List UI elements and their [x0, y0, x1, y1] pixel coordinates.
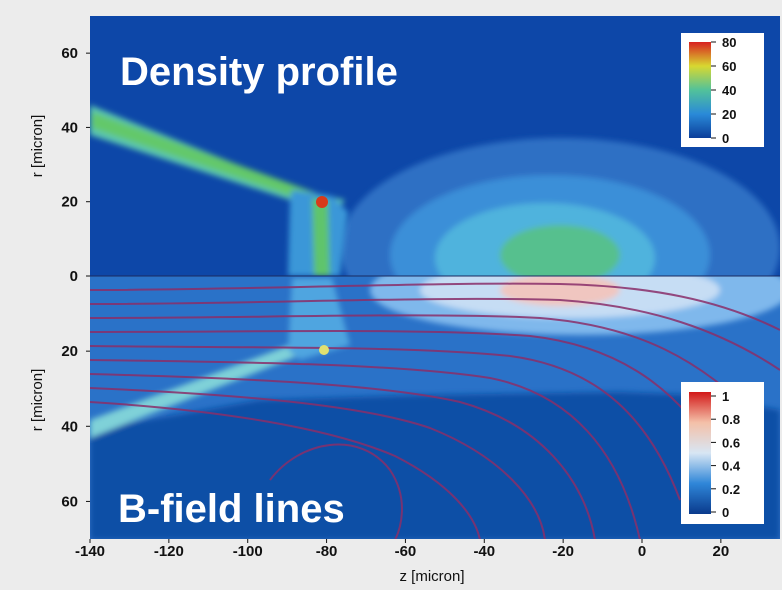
colorbar-tick-label: 40 — [722, 83, 736, 98]
x-axis-ticks: -140 -120 -100 -80 -60 -40 -20 0 20 — [75, 539, 729, 560]
x-tick-label: -100 — [233, 543, 263, 560]
y-tick-label-bottom: 60 — [61, 493, 78, 510]
x-tick-label: -20 — [552, 543, 574, 560]
y-tick-label-top: 20 — [61, 194, 78, 211]
density-colorbar: 80 60 40 20 0 — [681, 33, 764, 147]
colorbar-tick-label: 0 — [722, 505, 729, 520]
x-tick-label: -120 — [154, 543, 184, 560]
density-title: Density profile — [120, 50, 398, 94]
colorbar-tick-label: 80 — [722, 35, 736, 50]
y-axis-label-top: r [micron] — [29, 115, 46, 178]
y-tick-label-bottom: 40 — [61, 418, 78, 435]
y-tick-label-bottom: 20 — [61, 343, 78, 360]
density-foil — [90, 105, 348, 276]
density-panel — [90, 16, 780, 276]
y-tick-label-top: 0 — [70, 268, 78, 285]
x-tick-label: -60 — [395, 543, 417, 560]
x-tick-label: -140 — [75, 543, 105, 560]
colorbar-tick-label: 0.6 — [722, 435, 740, 450]
x-axis-label: z [micron] — [399, 568, 464, 585]
y-tick-label-top: 60 — [61, 45, 78, 62]
field-peak-marker — [319, 345, 329, 355]
density-peak — [316, 196, 328, 208]
density-colorbar-gradient — [689, 42, 711, 138]
x-tick-label: 0 — [638, 543, 646, 560]
field-lines — [90, 282, 780, 539]
x-tick-label: -80 — [316, 543, 338, 560]
colorbar-tick-label: 20 — [722, 107, 736, 122]
colorbar-tick-label: 0 — [722, 131, 729, 146]
x-tick-label: 20 — [713, 543, 730, 560]
y-tick-label-top: 40 — [61, 119, 78, 136]
colorbar-tick-label: 1 — [722, 389, 729, 404]
colorbar-tick-label: 0.8 — [722, 412, 740, 427]
y-axis-bottom-ticks: 20 40 60 — [61, 343, 90, 510]
bfield-colorbar-gradient — [689, 392, 711, 514]
bfield-panel — [90, 276, 780, 539]
y-axis-top-ticks: 0 20 40 60 — [61, 45, 90, 285]
colorbar-tick-label: 60 — [722, 59, 736, 74]
density-plume — [340, 138, 780, 276]
colorbar-tick-label: 0.4 — [722, 459, 741, 474]
bfield-colorbar: 1 0.8 0.6 0.4 0.2 0 — [681, 382, 764, 524]
bfield-title: B-field lines — [118, 487, 345, 531]
x-tick-label: -40 — [473, 543, 495, 560]
y-axis-label-bottom: r [micron] — [29, 369, 46, 432]
colorbar-tick-label: 0.2 — [722, 482, 740, 497]
